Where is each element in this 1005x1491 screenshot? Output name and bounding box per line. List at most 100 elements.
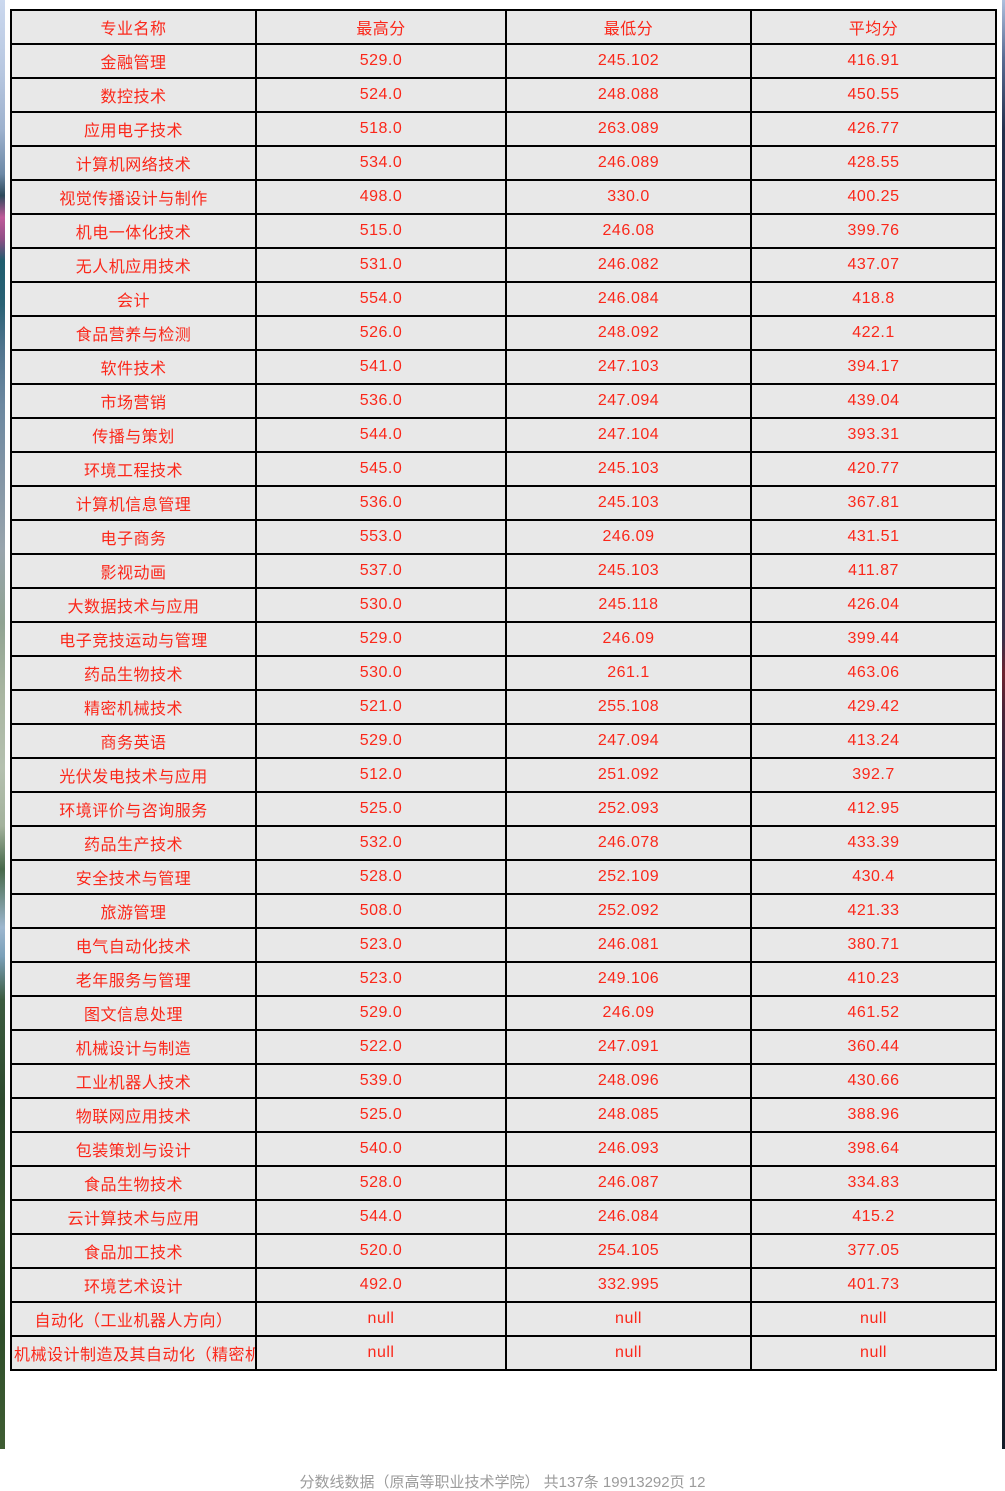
min-score-cell: null: [505, 1301, 752, 1337]
table-row: 安全技术与管理 528.0 252.109 430.4: [10, 859, 997, 895]
max-score-cell: 529.0: [255, 723, 507, 759]
min-score-cell: 246.081: [505, 927, 752, 963]
min-score-cell: 246.089: [505, 145, 752, 181]
avg-score-cell: 360.44: [750, 1029, 997, 1065]
major-name-cell: 精密机械技术: [10, 689, 257, 725]
min-score-cell: 245.103: [505, 553, 752, 589]
max-score-cell: 530.0: [255, 587, 507, 623]
max-score-cell: 544.0: [255, 417, 507, 453]
max-score-cell: 537.0: [255, 553, 507, 589]
major-name-cell: 物联网应用技术: [10, 1097, 257, 1133]
min-score-cell: 254.105: [505, 1233, 752, 1269]
min-score-cell: 245.103: [505, 485, 752, 521]
max-score-cell: 528.0: [255, 859, 507, 895]
table-row: 老年服务与管理 523.0 249.106 410.23: [10, 961, 997, 997]
major-name-cell: 计算机网络技术: [10, 145, 257, 181]
table-row: 机电一体化技术 515.0 246.08 399.76: [10, 213, 997, 249]
max-score-cell: 521.0: [255, 689, 507, 725]
min-score-cell: 245.118: [505, 587, 752, 623]
table-row: 电气自动化技术 523.0 246.081 380.71: [10, 927, 997, 963]
max-score-cell: 523.0: [255, 927, 507, 963]
major-name-cell: 会计: [10, 281, 257, 317]
max-score-cell: 545.0: [255, 451, 507, 487]
max-score-cell: 518.0: [255, 111, 507, 147]
major-name-cell: 环境艺术设计: [10, 1267, 257, 1303]
table-row: 计算机信息管理 536.0 245.103 367.81: [10, 485, 997, 521]
wallpaper-left-strip: [0, 0, 5, 1449]
avg-score-cell: 377.05: [750, 1233, 997, 1269]
avg-score-cell: null: [750, 1335, 997, 1371]
major-name-cell: 食品加工技术: [10, 1233, 257, 1269]
major-name-cell: 图文信息处理: [10, 995, 257, 1031]
major-name-cell: 药品生产技术: [10, 825, 257, 861]
max-score-cell: 525.0: [255, 791, 507, 827]
table-row: 光伏发电技术与应用 512.0 251.092 392.7: [10, 757, 997, 793]
avg-score-cell: 437.07: [750, 247, 997, 283]
avg-score-cell: 415.2: [750, 1199, 997, 1235]
min-score-cell: 246.09: [505, 621, 752, 657]
table-row: 金融管理 529.0 245.102 416.91: [10, 43, 997, 79]
avg-score-cell: 394.17: [750, 349, 997, 385]
max-score-cell: 492.0: [255, 1267, 507, 1303]
major-name-cell: 软件技术: [10, 349, 257, 385]
column-header-avg-score: 平均分: [750, 9, 997, 45]
max-score-cell: 526.0: [255, 315, 507, 351]
avg-score-cell: 433.39: [750, 825, 997, 861]
min-score-cell: 263.089: [505, 111, 752, 147]
max-score-cell: 529.0: [255, 621, 507, 657]
min-score-cell: 247.094: [505, 723, 752, 759]
min-score-cell: 261.1: [505, 655, 752, 691]
min-score-cell: null: [505, 1335, 752, 1371]
column-header-max-score: 最高分: [255, 9, 507, 45]
table-row: 大数据技术与应用 530.0 245.118 426.04: [10, 587, 997, 623]
avg-score-cell: 430.4: [750, 859, 997, 895]
table-row: 旅游管理 508.0 252.092 421.33: [10, 893, 997, 929]
min-score-cell: 246.09: [505, 519, 752, 555]
avg-score-cell: 426.77: [750, 111, 997, 147]
major-name-cell: 大数据技术与应用: [10, 587, 257, 623]
column-header-min-score: 最低分: [505, 9, 752, 45]
min-score-cell: 246.093: [505, 1131, 752, 1167]
avg-score-cell: 416.91: [750, 43, 997, 79]
table-row: 图文信息处理 529.0 246.09 461.52: [10, 995, 997, 1031]
major-name-cell: 电子商务: [10, 519, 257, 555]
major-name-cell: 应用电子技术: [10, 111, 257, 147]
max-score-cell: 520.0: [255, 1233, 507, 1269]
avg-score-cell: 461.52: [750, 995, 997, 1031]
table-row: 自动化（工业机器人方向） null null null: [10, 1301, 997, 1337]
max-score-cell: 529.0: [255, 995, 507, 1031]
min-score-cell: 246.078: [505, 825, 752, 861]
max-score-cell: 512.0: [255, 757, 507, 793]
table-row: 工业机器人技术 539.0 248.096 430.66: [10, 1063, 997, 1099]
major-name-cell: 环境工程技术: [10, 451, 257, 487]
major-name-cell: 包装策划与设计: [10, 1131, 257, 1167]
max-score-cell: 553.0: [255, 519, 507, 555]
table-row: 环境艺术设计 492.0 332.995 401.73: [10, 1267, 997, 1303]
max-score-cell: 536.0: [255, 485, 507, 521]
max-score-cell: 541.0: [255, 349, 507, 385]
max-score-cell: 528.0: [255, 1165, 507, 1201]
column-header-major-name: 专业名称: [10, 9, 257, 45]
max-score-cell: null: [255, 1301, 507, 1337]
table-row: 数控技术 524.0 248.088 450.55: [10, 77, 997, 113]
max-score-cell: 539.0: [255, 1063, 507, 1099]
max-score-cell: null: [255, 1335, 507, 1371]
avg-score-cell: 400.25: [750, 179, 997, 215]
min-score-cell: 247.104: [505, 417, 752, 453]
min-score-cell: 246.09: [505, 995, 752, 1031]
major-name-cell: 影视动画: [10, 553, 257, 589]
major-name-cell: 机电一体化技术: [10, 213, 257, 249]
avg-score-cell: 401.73: [750, 1267, 997, 1303]
table-row: 环境评价与咨询服务 525.0 252.093 412.95: [10, 791, 997, 827]
major-name-cell: 视觉传播设计与制作: [10, 179, 257, 215]
major-name-cell: 老年服务与管理: [10, 961, 257, 997]
max-score-cell: 544.0: [255, 1199, 507, 1235]
table-row: 计算机网络技术 534.0 246.089 428.55: [10, 145, 997, 181]
table-row: 视觉传播设计与制作 498.0 330.0 400.25: [10, 179, 997, 215]
min-score-cell: 255.108: [505, 689, 752, 725]
max-score-cell: 508.0: [255, 893, 507, 929]
table-row: 电子竞技运动与管理 529.0 246.09 399.44: [10, 621, 997, 657]
min-score-cell: 248.085: [505, 1097, 752, 1133]
avg-score-cell: 410.23: [750, 961, 997, 997]
table-body: 金融管理 529.0 245.102 416.91 数控技术 524.0 248…: [10, 43, 997, 1371]
